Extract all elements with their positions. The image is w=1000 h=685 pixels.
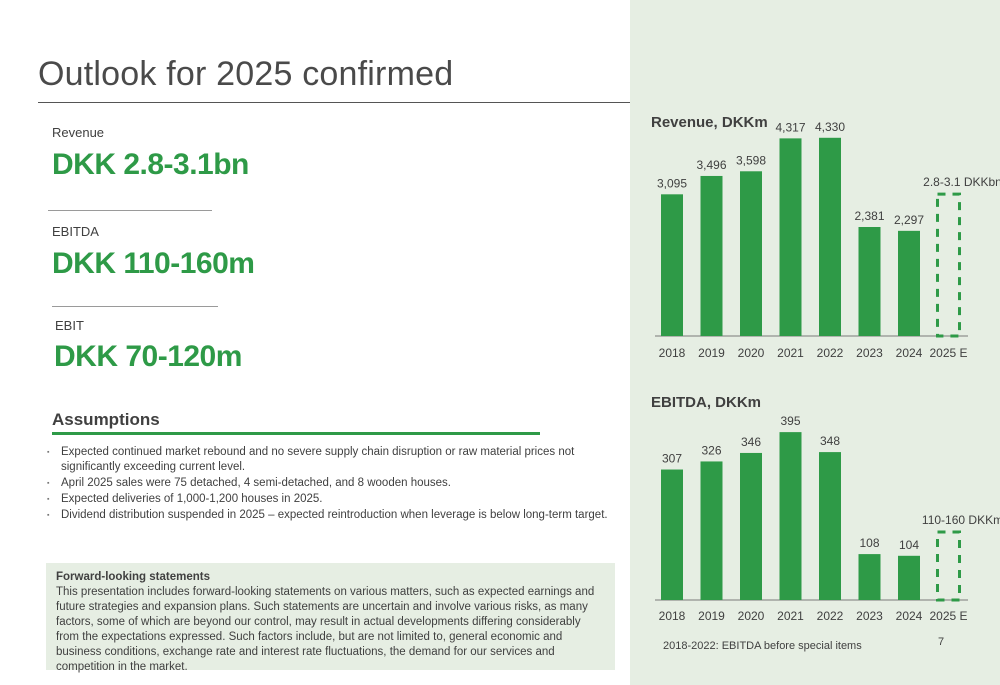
forecast-label: 2.8-3.1 DKKbn xyxy=(923,175,1000,189)
forecast-label: 110-160 DKKm xyxy=(922,513,1000,527)
bar xyxy=(740,171,762,336)
data-label: 104 xyxy=(899,538,919,552)
assumptions-heading: Assumptions xyxy=(52,410,160,429)
kpi-ebitda-label: EBITDA xyxy=(52,224,99,239)
forward-looking-box: Forward-looking statements This presenta… xyxy=(46,563,615,673)
list-item: Expected continued market rebound and no… xyxy=(46,445,621,475)
x-tick-label: 2022 xyxy=(817,346,844,360)
list-item: April 2025 sales were 75 detached, 4 sem… xyxy=(46,476,621,491)
bar xyxy=(700,175,723,336)
data-label: 348 xyxy=(820,434,840,448)
forecast-bar xyxy=(936,530,961,602)
forward-looking-text: This presentation includes forward-looki… xyxy=(56,586,595,673)
list-item: Dividend distribution suspended in 2025 … xyxy=(46,508,621,523)
data-label: 2,297 xyxy=(894,213,924,227)
bar xyxy=(819,137,841,336)
data-label: 395 xyxy=(780,414,800,428)
x-tick-label: 2021 xyxy=(777,609,804,623)
bar xyxy=(740,452,762,600)
x-tick-label: 2025 E xyxy=(929,346,967,360)
data-label: 4,317 xyxy=(775,120,805,134)
x-tick-label: 2018 xyxy=(659,346,686,360)
bar xyxy=(898,555,920,600)
data-label: 307 xyxy=(662,452,682,466)
x-tick-label: 2019 xyxy=(698,346,725,360)
kpi-revenue-value: DKK 2.8-3.1bn xyxy=(52,148,249,181)
x-tick-label: 2023 xyxy=(856,609,883,623)
data-label: 2,381 xyxy=(854,209,884,223)
page-number: 7 xyxy=(938,636,945,648)
bar xyxy=(858,554,881,600)
kpi-ebit-value: DKK 70-120m xyxy=(54,340,242,373)
x-tick-label: 2023 xyxy=(856,346,883,360)
bar xyxy=(700,461,723,600)
x-tick-label: 2018 xyxy=(659,609,686,623)
kpi-revenue-label: Revenue xyxy=(52,125,105,140)
x-tick-label: 2024 xyxy=(896,346,923,360)
data-label: 3,496 xyxy=(696,158,726,172)
data-label: 4,330 xyxy=(815,120,845,134)
x-tick-label: 2019 xyxy=(698,609,725,623)
x-tick-label: 2021 xyxy=(777,346,804,360)
x-tick-label: 2025 E xyxy=(929,609,967,623)
data-label: 346 xyxy=(741,435,761,449)
assumptions-list: Expected continued market rebound and no… xyxy=(46,445,621,524)
bar xyxy=(858,227,881,336)
bar xyxy=(661,194,683,336)
kpi-divider xyxy=(52,306,218,307)
list-item: Expected deliveries of 1,000-1,200 house… xyxy=(46,492,621,507)
kpi-ebit-label: EBIT xyxy=(55,318,84,333)
title-divider xyxy=(38,102,630,103)
x-tick-label: 2020 xyxy=(738,609,765,623)
forward-looking-title: Forward-looking statements xyxy=(56,571,210,583)
bar xyxy=(898,230,920,336)
data-label: 326 xyxy=(701,443,721,457)
bar xyxy=(661,469,683,600)
bar xyxy=(779,138,802,336)
kpi-ebitda-value: DKK 110-160m xyxy=(52,247,255,280)
ebitda-footnote: 2018-2022: EBITDA before special items xyxy=(663,640,862,652)
assumptions-rule xyxy=(52,432,540,435)
data-label: 3,598 xyxy=(736,153,766,167)
kpi-divider xyxy=(48,210,212,211)
bar xyxy=(779,432,802,600)
revenue-chart-title: Revenue, DKKm xyxy=(651,114,768,131)
x-tick-label: 2022 xyxy=(817,609,844,623)
x-tick-label: 2020 xyxy=(738,346,765,360)
ebitda-chart-title: EBITDA, DKKm xyxy=(651,394,762,411)
data-label: 3,095 xyxy=(657,176,687,190)
forecast-bar xyxy=(936,192,961,338)
data-label: 108 xyxy=(859,536,879,550)
bar xyxy=(819,452,841,600)
page-title: Outlook for 2025 confirmed xyxy=(38,55,454,93)
x-tick-label: 2024 xyxy=(896,609,923,623)
